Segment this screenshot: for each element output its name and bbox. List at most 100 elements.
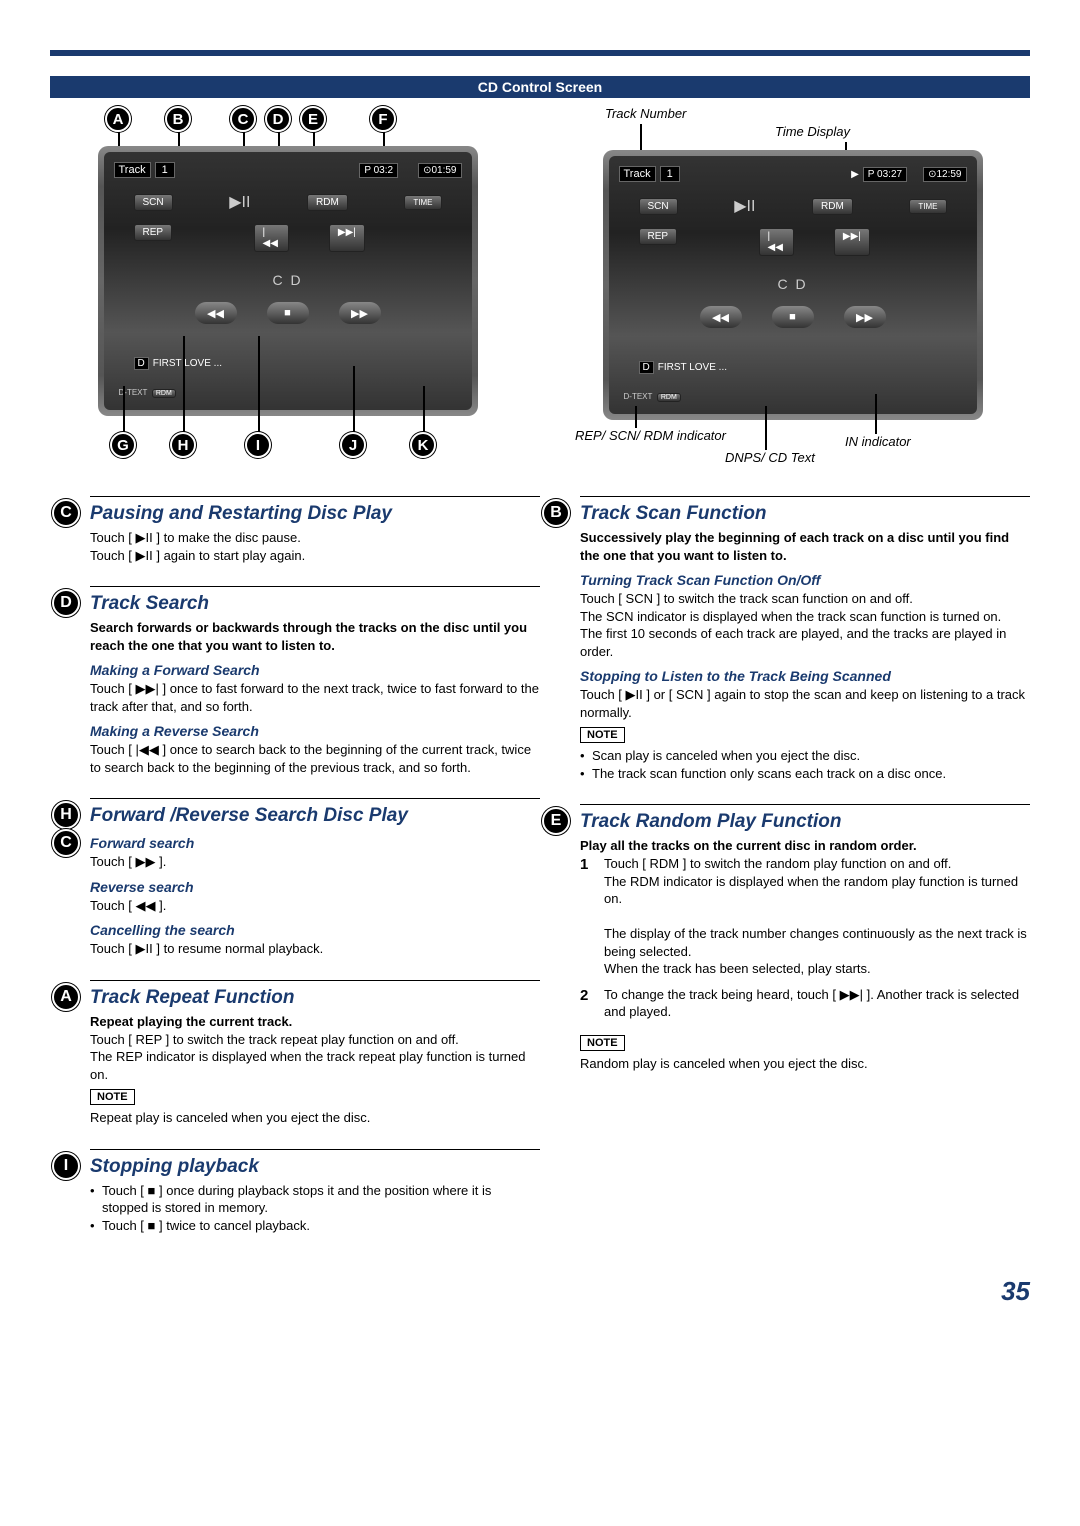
left-column: C Pausing and Restarting Disc Play Touch… [90,496,540,1256]
rep-row: REP |◀◀ ▶▶| [134,224,173,241]
track-num: 1 [155,162,175,178]
callout-line [765,406,767,450]
note-text: Random play is canceled when you eject t… [580,1055,1030,1073]
list-item: Touch [ ■ ] once during playback stops i… [90,1182,540,1217]
top-rule [50,50,1030,56]
rdm-button[interactable]: RDM [812,198,853,215]
rep-button[interactable]: REP [134,224,173,241]
callout-line [875,394,877,434]
time-button[interactable]: TIME [404,195,441,210]
sub-heading: Stopping to Listen to the Track Being Sc… [580,668,1030,684]
numbered-list: 1 Touch [ RDM ] to switch the random pla… [580,855,1030,1021]
clock-time: ⊙01:59 [418,163,461,178]
sub-heading: Cancelling the search [90,922,540,938]
note-box: NOTE [90,1089,135,1105]
section-track-repeat: A Track Repeat Function Repeat playing t… [90,980,540,1127]
label-in-indicator: IN indicator [845,434,911,449]
prev-icon[interactable]: |◀◀ [759,228,794,256]
callout-line [123,386,125,432]
body-text: Touch [ ▶II ] to make the disc pause. [90,529,540,547]
body-text: Touch [ ▶▶| ] once to fast forward to th… [90,680,540,715]
diagrams-row: A B C D E F Track 1 P 03:2 [50,106,1030,466]
play-pause-icon[interactable]: ▶II [734,196,755,216]
rew-icon[interactable]: ◀◀ [195,302,237,324]
section-pausing: C Pausing and Restarting Disc Play Touch… [90,496,540,564]
section-random-play: E Track Random Play Function Play all th… [580,804,1030,1072]
section-marker-a: A [52,983,80,1011]
prev-icon[interactable]: |◀◀ [254,224,289,252]
body-text: The SCN indicator is displayed when the … [580,608,1030,626]
sub-heading: Turning Track Scan Function On/Off [580,572,1030,588]
body-text: The REP indicator is displayed when the … [90,1048,540,1083]
label-dnps-cd: DNPS/ CD Text [725,450,815,465]
label-rep-scn-rdm: REP/ SCN/ RDM indicator [575,428,726,443]
dtext-label: D-TEXT RDM [624,392,681,402]
scn-button[interactable]: SCN [134,194,173,211]
cd-label: C D [777,276,807,292]
sub-heading: Making a Reverse Search [90,723,540,739]
body-text: Touch [ ▶II ] or [ SCN ] again to stop t… [580,686,1030,721]
next-icon[interactable]: ▶▶| [329,224,365,252]
section-bold: Play all the tracks on the current disc … [580,837,1030,855]
list-item: 1 Touch [ RDM ] to switch the random pla… [580,855,1030,978]
time-button[interactable]: TIME [909,199,946,214]
bullet-list: Touch [ ■ ] once during playback stops i… [90,1182,540,1235]
marker-e: E [300,106,326,132]
page: CD Control Screen A B C D E F Track 1 [0,0,1080,1337]
marker-c: C [230,106,256,132]
label-time-display: Time Display [775,124,850,139]
rdm-button[interactable]: RDM [307,194,348,211]
marker-h: H [170,432,196,458]
scn-button[interactable]: SCN [639,198,678,215]
track-num: 1 [660,166,680,182]
body-text: Touch [ |◀◀ ] once to search back to the… [90,741,540,776]
track-label: Track [114,162,151,178]
play-pause-icon[interactable]: ▶II [229,192,250,212]
next-icon[interactable]: ▶▶| [834,228,870,256]
ff-icon[interactable]: ▶▶ [844,306,886,328]
screen-frame-left: Track 1 P 03:2 ⊙01:59 SCN ▶II RDM TIME [98,146,478,416]
track-bar: Track 1 P 03:2 ⊙01:59 [114,162,462,178]
section-marker-c: C [52,499,80,527]
marker-a: A [105,106,131,132]
section-forward-reverse: H C Forward /Reverse Search Disc Play Fo… [90,798,540,958]
body-text: The first 10 seconds of each track are p… [580,625,1030,660]
track-bar: Track 1 ▶ P 03:27 ⊙12:59 [619,166,967,182]
section-title: Pausing and Restarting Disc Play [90,503,540,525]
diagram-left: A B C D E F Track 1 P 03:2 [50,106,525,466]
section-track-scan: B Track Scan Function Successively play … [580,496,1030,782]
section-marker-h: H [52,801,80,829]
screen-frame-right: Track 1 ▶ P 03:27 ⊙12:59 SCN ▶II RDM TIM… [603,150,983,420]
rew-icon[interactable]: ◀◀ [700,306,742,328]
body-text: Touch [ REP ] to switch the track repeat… [90,1031,540,1049]
marker-i: I [245,432,271,458]
callout-line [353,366,355,432]
section-marker-e: E [542,807,570,835]
section-title: Track Repeat Function [90,987,540,1009]
scn-row: SCN ▶II RDM TIME [639,196,947,216]
note-box: NOTE [580,1035,625,1051]
body-text: Touch [ SCN ] to switch the track scan f… [580,590,1030,608]
section-title: Forward /Reverse Search Disc Play [90,805,540,827]
d-box: D [134,357,149,370]
page-number: 35 [50,1276,1030,1307]
callout-line [423,386,425,432]
transport-row: ◀◀ ■ ▶▶ [700,306,886,328]
marker-j: J [340,432,366,458]
section-title: Track Scan Function [580,503,1030,525]
list-item: Scan play is canceled when you eject the… [580,747,1030,765]
body-text: Touch [ ▶▶ ]. [90,853,540,871]
rep-button[interactable]: REP [639,228,678,245]
song-title: FIRST LOVE ... [658,362,727,373]
cd-label: C D [272,272,302,288]
clock-time: ⊙12:59 [923,167,966,182]
section-stopping: I Stopping playback Touch [ ■ ] once dur… [90,1149,540,1235]
ff-icon[interactable]: ▶▶ [339,302,381,324]
stop-icon[interactable]: ■ [267,302,309,324]
section-track-search: D Track Search Search forwards or backwa… [90,586,540,776]
stop-icon[interactable]: ■ [772,306,814,328]
list-item: 2 To change the track being heard, touch… [580,986,1030,1021]
song-title: FIRST LOVE ... [153,358,222,369]
scn-row: SCN ▶II RDM TIME [134,192,442,212]
marker-k: K [410,432,436,458]
